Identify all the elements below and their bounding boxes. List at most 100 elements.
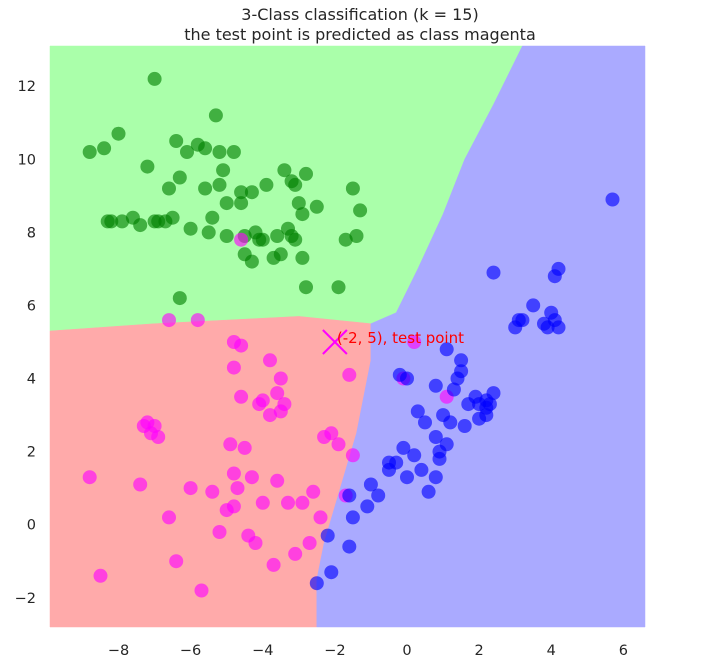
data-point (288, 546, 303, 561)
data-point (309, 199, 324, 214)
data-point (353, 203, 368, 218)
y-tick-label: 6 (27, 298, 36, 314)
test-point-x-stroke (322, 329, 348, 355)
data-point (360, 499, 375, 514)
x-axis-ticks: −8 −6 −4 −2 0 2 4 6 (108, 643, 628, 659)
data-point (205, 484, 220, 499)
x-tick-label: −8 (108, 643, 129, 659)
region-blue (316, 45, 646, 628)
data-point (338, 232, 353, 247)
data-point (439, 437, 454, 452)
data-point (169, 134, 184, 148)
chart-subtitle: the test point is predicted as class mag… (184, 25, 536, 44)
data-point (244, 470, 259, 485)
x-tick-label: −6 (180, 643, 201, 659)
data-point (158, 214, 173, 229)
data-point (263, 408, 277, 423)
data-point (237, 247, 252, 262)
data-point (273, 371, 288, 386)
data-point (259, 177, 274, 192)
data-point (382, 455, 396, 470)
data-point (201, 225, 216, 240)
y-tick-label: −2 (15, 591, 36, 607)
data-point (151, 430, 166, 444)
data-point (443, 415, 458, 430)
data-point (255, 393, 270, 408)
data-point (234, 232, 249, 247)
data-point (162, 510, 176, 525)
data-point (216, 163, 231, 178)
data-point (133, 477, 148, 492)
data-point (418, 415, 432, 430)
x-tick-label: −2 (324, 643, 345, 659)
data-point (277, 163, 292, 178)
chart-title: 3-Class classification (k = 15) (241, 5, 478, 24)
y-axis-ticks: −2 0 2 4 6 8 10 12 (15, 79, 36, 607)
data-point (281, 221, 295, 236)
data-point (526, 298, 541, 313)
data-point (345, 510, 360, 525)
data-point (299, 166, 313, 181)
data-point (183, 481, 198, 496)
data-point (172, 170, 187, 185)
data-point (511, 313, 526, 328)
data-point (147, 419, 162, 433)
data-point (226, 499, 241, 514)
data-point (410, 404, 425, 419)
data-point (234, 196, 249, 211)
data-point (428, 430, 443, 444)
data-point (266, 557, 281, 572)
data-point (457, 419, 472, 433)
data-point (345, 181, 360, 196)
data-point (147, 214, 162, 229)
data-point (446, 382, 461, 397)
data-point (223, 437, 238, 452)
y-tick-label: 12 (18, 79, 36, 95)
data-point (331, 437, 346, 452)
data-point (295, 207, 310, 222)
data-point (396, 440, 411, 455)
data-point (454, 353, 469, 368)
x-tick-label: 4 (547, 643, 556, 659)
data-point (172, 291, 187, 306)
data-point (115, 214, 130, 229)
data-point (371, 488, 386, 503)
data-point (82, 470, 97, 485)
y-tick-label: 4 (27, 372, 36, 388)
data-point (248, 536, 263, 550)
data-point (147, 71, 162, 86)
data-point (255, 232, 270, 247)
y-tick-label: 10 (18, 152, 36, 168)
data-point (407, 335, 422, 349)
y-tick-label: 8 (27, 225, 36, 241)
data-point (291, 196, 306, 211)
data-point (255, 495, 270, 510)
data-point (180, 145, 194, 159)
data-point (244, 185, 259, 200)
data-point (205, 210, 220, 225)
data-point (288, 232, 303, 247)
data-point (299, 280, 313, 295)
data-point (605, 192, 620, 207)
data-point (414, 462, 429, 477)
data-point (547, 313, 562, 328)
data-point (212, 177, 227, 192)
plot-area: (-2, 5), test point (49, 45, 646, 628)
x-tick-label: 2 (474, 643, 483, 659)
data-point (234, 338, 249, 353)
data-point (198, 141, 213, 156)
data-point (345, 448, 360, 463)
data-point (309, 576, 324, 591)
data-point (331, 280, 346, 295)
data-point (407, 448, 422, 463)
data-point (547, 269, 562, 284)
x-tick-label: 0 (402, 643, 411, 659)
data-point (400, 470, 414, 485)
data-point (194, 583, 209, 598)
data-point (226, 145, 241, 159)
data-point (320, 528, 335, 543)
data-point (226, 360, 241, 375)
data-point (97, 141, 112, 156)
data-point (363, 477, 378, 492)
